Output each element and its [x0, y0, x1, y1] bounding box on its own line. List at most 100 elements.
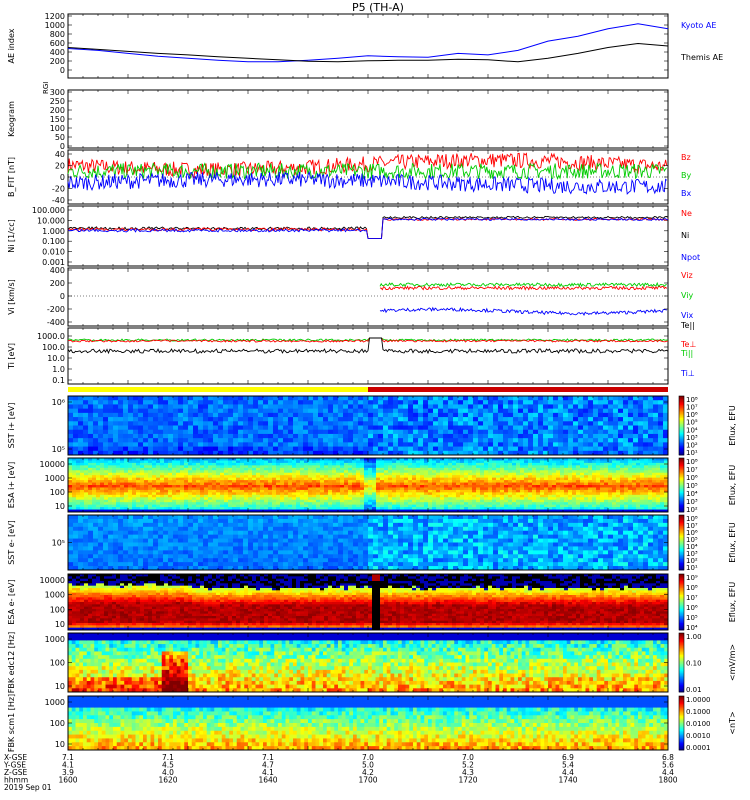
spectro-cell: [132, 497, 137, 501]
spectro-cell: [608, 404, 614, 410]
spectro-cell: [288, 442, 294, 447]
spectro-cell: [516, 482, 521, 486]
spectro-cell: [240, 487, 245, 491]
spectro-cell: [308, 450, 314, 456]
spectro-cell: [188, 465, 193, 469]
spectro-cell: [243, 404, 249, 410]
spectro-cell: [296, 477, 301, 481]
spectro-cell: [76, 462, 81, 466]
spectro-cell: [340, 497, 345, 501]
spectro-cell: [213, 421, 219, 426]
legend-ti-perp: Ti⊥: [680, 369, 695, 378]
spectro-cell: [256, 489, 261, 493]
spectro-cell: [113, 442, 119, 447]
spectro-cell: [504, 499, 509, 503]
spectro-cell: [316, 507, 321, 510]
spectro-cell: [196, 477, 201, 481]
spectro-cell: [360, 504, 365, 508]
spectro-cell: [376, 475, 381, 479]
spectro-cell: [578, 400, 584, 405]
spectro-cell: [373, 429, 379, 435]
spectro-cell: [84, 507, 89, 510]
spectro-cell: [528, 499, 533, 503]
spectro-cell: [496, 472, 501, 476]
spectro-cell: [183, 417, 189, 422]
spectro-cell: [368, 482, 373, 486]
spectro-cell: [464, 497, 469, 501]
spectro-cell: [316, 467, 321, 471]
spectro-cell: [264, 472, 269, 476]
spectro-cell: [240, 509, 245, 513]
spectro-cell: [436, 482, 441, 486]
spectro-cell: [563, 400, 569, 405]
spectro-cell: [304, 485, 309, 488]
spectro-cell: [368, 502, 373, 506]
spectro-cell: [328, 504, 333, 508]
spectro-cell: [388, 417, 394, 422]
spectro-cell: [316, 460, 321, 464]
spectro-cell: [118, 450, 124, 456]
spectro-cell: [338, 442, 344, 447]
spectro-cell: [228, 475, 233, 479]
spectro-cell: [448, 400, 454, 405]
spectro-cell: [513, 442, 519, 447]
spectro-cell: [476, 487, 481, 491]
spectro-cell: [76, 507, 81, 510]
spectro-cell: [448, 450, 454, 456]
spectro-cell: [376, 485, 381, 488]
spectro-cell: [472, 494, 477, 498]
spectro-cell: [84, 497, 89, 501]
spectro-cell: [428, 470, 433, 474]
spectro-cell: [492, 507, 497, 510]
spectro-cell: [328, 482, 333, 486]
spectro-cell: [578, 446, 584, 452]
legend-vix: Vix: [681, 311, 694, 320]
spectro-cell: [463, 408, 469, 414]
spectro-cell: [193, 400, 199, 405]
spectro-cell: [598, 450, 604, 456]
spectro-cell: [558, 400, 564, 405]
spectro-cell: [478, 433, 484, 439]
spectro-cell: [108, 429, 114, 435]
spectro-cell: [373, 408, 379, 414]
spectro-cell: [278, 442, 284, 447]
spectro-cell: [313, 408, 319, 414]
spectro-cell: [232, 472, 237, 476]
spectro-cell: [84, 472, 89, 476]
spectro-cell: [378, 412, 384, 418]
spectro-cell: [192, 467, 197, 471]
spectro-cell: [283, 412, 289, 418]
spectro-cell: [298, 429, 304, 435]
spectro-cell: [243, 438, 249, 443]
spectro-cell: [113, 425, 119, 431]
spectro-cell: [443, 429, 449, 435]
spectro-cell: [156, 477, 161, 481]
spectro-cell: [453, 425, 459, 431]
spectro-cell: [508, 396, 514, 401]
spectro-cell: [328, 465, 333, 469]
spectro-cell: [288, 507, 293, 510]
spectro-cell: [524, 492, 529, 496]
spectro-cell: [88, 458, 93, 461]
spectro-cell: [448, 408, 454, 414]
spectro-cell: [296, 492, 301, 496]
spectro-cell: [392, 509, 397, 513]
spectro-cell: [148, 421, 154, 426]
spectro-cell: [643, 450, 649, 456]
spectro-cell: [628, 450, 634, 456]
spectro-cell: [218, 446, 224, 452]
spectro-cell: [368, 487, 373, 491]
spectro-cell: [304, 489, 309, 493]
spectro-cell: [504, 487, 509, 491]
spectro-cell: [100, 470, 105, 474]
series-bx: [67, 170, 668, 195]
spectro-cell: [443, 438, 449, 443]
spectro-cell: [100, 480, 105, 483]
spectro-cell: [588, 404, 594, 410]
spectro-cell: [196, 502, 201, 506]
spectro-cell: [268, 477, 273, 481]
spectro-cell: [156, 489, 161, 493]
spectro-cell: [123, 425, 129, 431]
spectro-cell: [483, 400, 489, 405]
spectro-cell: [516, 487, 521, 491]
